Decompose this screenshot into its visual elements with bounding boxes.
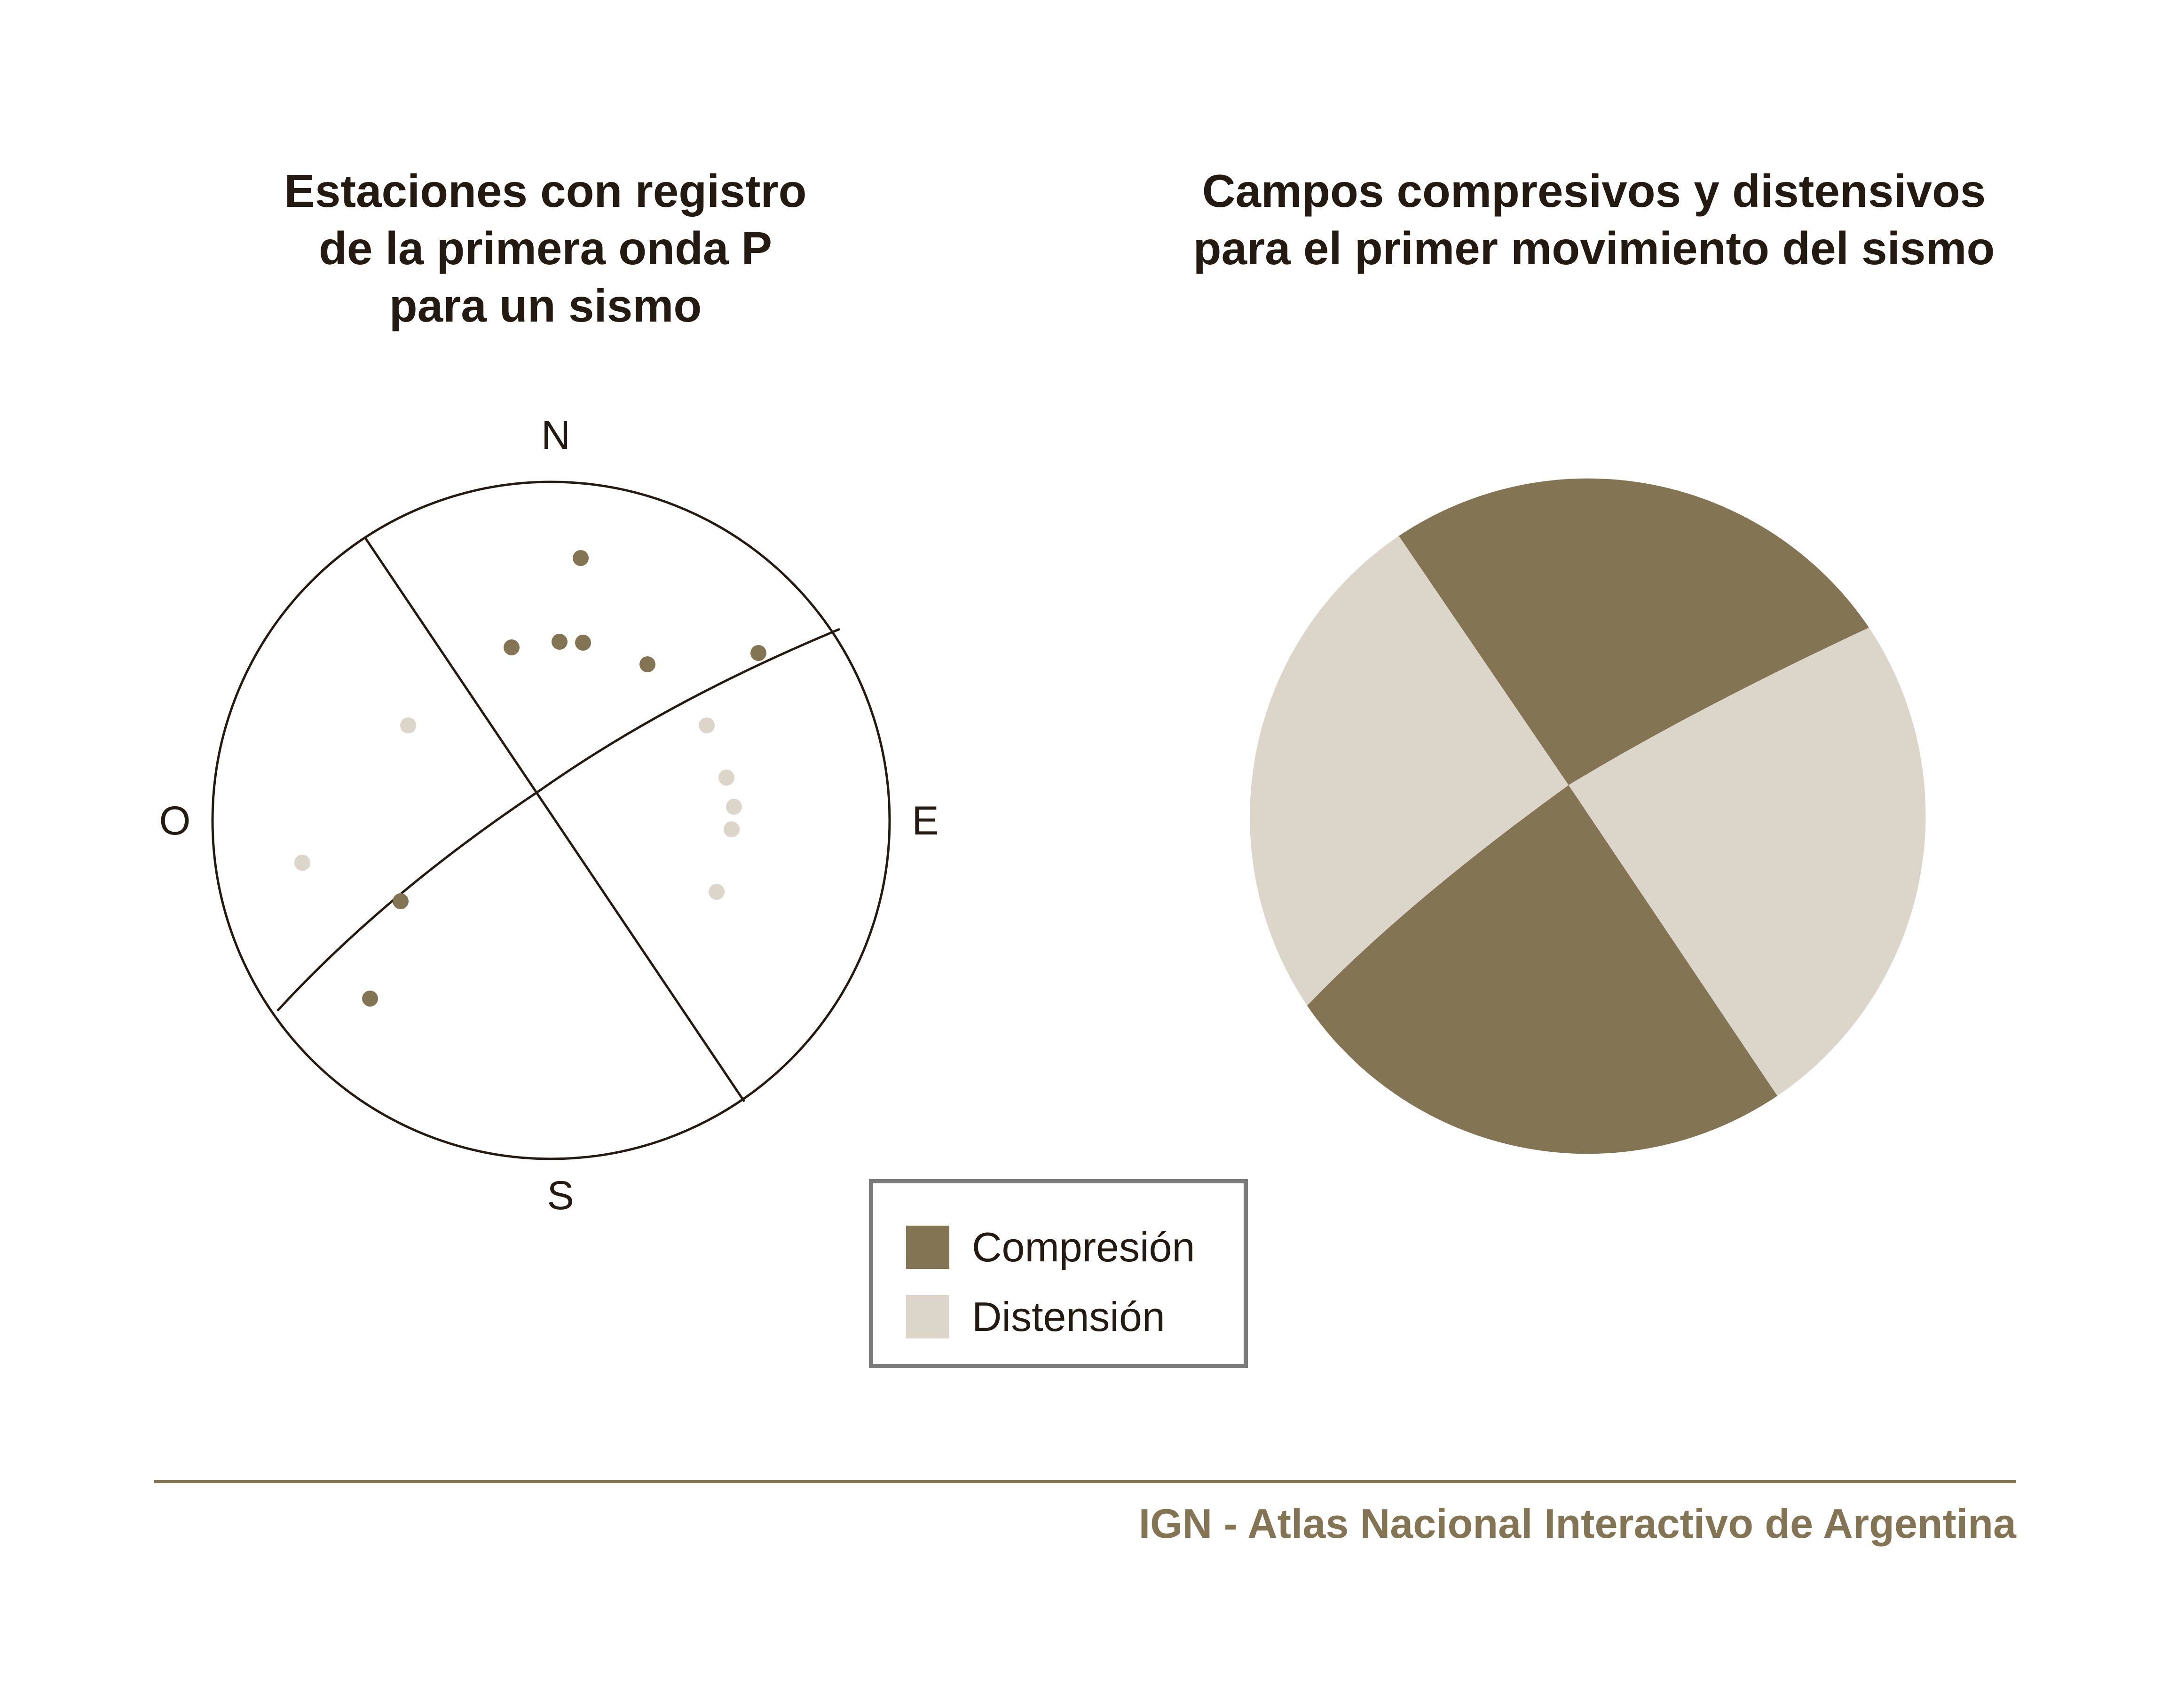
cardinal-west: O (159, 798, 191, 843)
station-compresion (639, 656, 655, 672)
station-distension (718, 770, 734, 786)
legend: Compresión Distensión (869, 1179, 1248, 1368)
station-compresion (504, 639, 520, 655)
station-distension (294, 855, 310, 871)
nodal-plane-1 (363, 536, 746, 1102)
cardinal-east: E (912, 798, 939, 843)
left-diagram-title: Estaciones con registro de la primera on… (216, 162, 875, 334)
legend-swatch-distension (906, 1295, 949, 1338)
stereonet: N S E O (159, 413, 939, 1218)
right-title-line-2: para el primer movimiento del sismo (1193, 222, 1995, 274)
station-compresion (750, 645, 766, 661)
footer-credit: IGN - Atlas Nacional Interactivo de Arge… (1138, 1500, 2016, 1547)
station-distension (726, 799, 742, 815)
nodal-plane-2 (276, 628, 840, 1012)
station-compresion (393, 893, 409, 909)
footer-divider (154, 1480, 2016, 1483)
cardinal-north: N (541, 413, 570, 458)
stereonet-circle (211, 480, 891, 1160)
quadrant-distension-right (1569, 628, 1926, 1096)
station-distension (699, 717, 715, 733)
stations (294, 550, 766, 1007)
station-distension (724, 821, 740, 837)
station-compresion (575, 635, 591, 651)
station-compresion (573, 550, 589, 566)
right-title-line-1: Campos compresivos y distensivos (1202, 165, 1986, 217)
left-title-line-2: de la primera onda P (319, 222, 772, 274)
beach-ball (1250, 478, 1926, 1154)
legend-label-distension: Distensión (972, 1293, 1165, 1340)
station-distension (400, 717, 416, 733)
left-title-line-3: para un sismo (389, 280, 702, 331)
cardinal-south: S (547, 1173, 574, 1218)
quadrant-distension-left (1250, 536, 1569, 1006)
station-compresion (362, 991, 378, 1007)
station-distension (709, 884, 725, 900)
quadrant-compresion-bottom (1307, 785, 1777, 1154)
quadrant-compresion-top (1399, 478, 1869, 785)
legend-label-compresion: Compresión (972, 1224, 1195, 1270)
legend-item-distension: Distensión (906, 1293, 1165, 1340)
left-title-line-1: Estaciones con registro (284, 165, 807, 217)
legend-item-compresion: Compresión (906, 1224, 1195, 1270)
right-diagram-title: Campos compresivos y distensivos para el… (1081, 162, 2106, 277)
station-compresion (552, 634, 568, 650)
legend-swatch-compresion (906, 1226, 949, 1269)
